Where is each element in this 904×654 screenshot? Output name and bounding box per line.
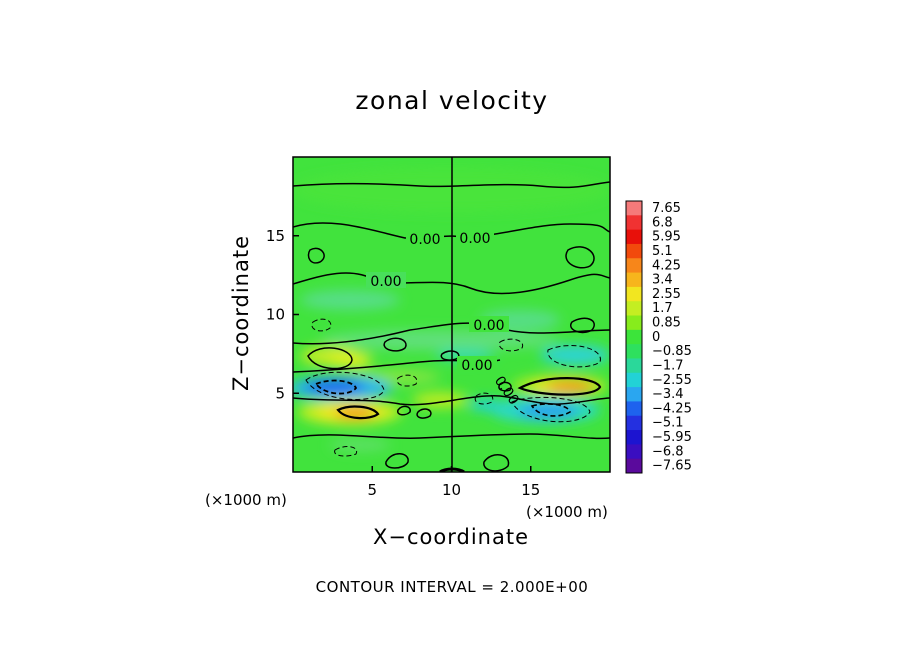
colorbar-label: −5.1 <box>652 416 684 431</box>
x-tick-label: 10 <box>442 481 461 499</box>
colorbar-label: −1.7 <box>652 358 684 373</box>
contour-label: 0.00 <box>473 318 504 334</box>
colorbar-swatch <box>626 315 642 331</box>
colorbar-label: 0.85 <box>652 316 681 331</box>
colorbar-label: −0.85 <box>652 344 692 359</box>
colorbar-swatch <box>626 329 642 345</box>
colorbar-label: 1.7 <box>652 301 673 316</box>
contour-label: 0.00 <box>461 358 492 374</box>
colorbar-label: 5.1 <box>652 244 673 259</box>
colorbar-swatch <box>626 201 642 216</box>
colorbar-swatch <box>626 415 642 431</box>
colorbar-swatch <box>626 243 642 259</box>
colorbar: 7.656.85.955.14.253.42.551.70.850−0.85−1… <box>625 200 692 474</box>
colorbar-label: −5.95 <box>652 430 692 445</box>
colorbar-swatch <box>626 229 642 245</box>
contour-label: 0.00 <box>409 232 440 248</box>
colorbar-swatch <box>626 372 642 388</box>
colorbar-swatch <box>626 444 642 460</box>
heatmap-field <box>293 157 610 472</box>
colorbar-swatch <box>626 344 642 359</box>
chart-title: zonal velocity <box>355 86 549 115</box>
colorbar-swatch <box>626 272 642 288</box>
x-axis-units-left: (×1000 m) <box>205 491 287 509</box>
colorbar-label: 6.8 <box>652 215 673 230</box>
colorbar-label: −4.25 <box>652 401 692 416</box>
colorbar-swatch <box>626 215 642 231</box>
colorbar-label: −2.55 <box>652 373 692 388</box>
colorbar-label: 7.65 <box>652 201 681 216</box>
y-tick-label: 15 <box>266 227 285 245</box>
y-axis-label: Z−coordinate <box>229 235 253 391</box>
colorbar-swatch <box>626 387 642 402</box>
x-tick-label: 15 <box>521 481 540 499</box>
dashed-contours <box>305 318 601 457</box>
colorbar-swatch <box>626 258 642 274</box>
contour-label: 0.00 <box>459 231 490 247</box>
colorbar-label: −6.8 <box>652 444 684 459</box>
y-axis-ticks: 5 10 15 <box>266 227 299 402</box>
colorbar-label: −3.4 <box>652 387 684 402</box>
y-tick-label: 5 <box>275 384 285 402</box>
colorbar-swatch <box>626 286 642 302</box>
colorbar-swatch <box>626 358 642 374</box>
colorbar-label: 5.95 <box>652 230 681 245</box>
colorbar-swatch <box>626 301 642 317</box>
y-tick-label: 10 <box>266 306 285 324</box>
colorbar-label: 0 <box>652 330 660 345</box>
colorbar-swatch <box>626 401 642 417</box>
colorbar-swatch <box>626 458 642 474</box>
contour-labels: 0.00 0.00 0.00 0.00 0.00 0.00 <box>366 229 522 408</box>
colorbar-swatch <box>626 430 642 445</box>
colorbar-label: 2.55 <box>652 287 681 302</box>
colorbar-label: 4.25 <box>652 258 681 273</box>
colorbar-label: −7.65 <box>652 459 692 474</box>
contour-label: 0.00 <box>370 274 401 290</box>
x-axis-units-right: (×1000 m) <box>526 503 608 521</box>
colorbar-frame <box>625 200 643 474</box>
x-tick-label: 5 <box>367 481 377 499</box>
x-axis-label: X−coordinate <box>373 525 529 549</box>
contour-interval-note: CONTOUR INTERVAL = 2.000E+00 <box>315 578 589 596</box>
colorbar-label: 3.4 <box>652 273 673 288</box>
x-axis-ticks: 5 10 15 <box>367 466 540 499</box>
